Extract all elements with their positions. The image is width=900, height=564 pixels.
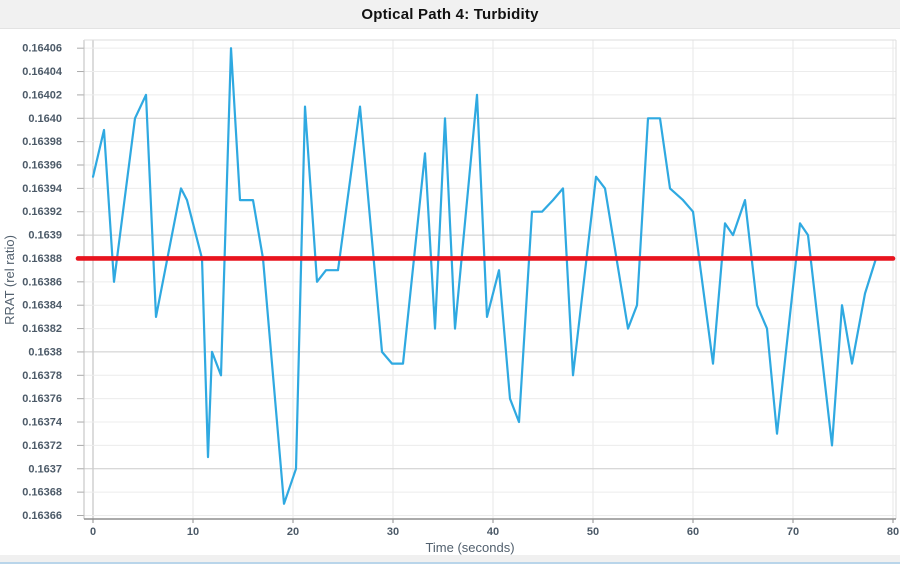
y-tick-label: 0.16372 (22, 440, 62, 452)
y-tick-label: 0.16384 (22, 300, 63, 312)
footer-accent-line (0, 562, 900, 564)
y-tick-label: 0.16374 (22, 417, 63, 429)
y-tick-label: 0.16404 (22, 66, 63, 78)
chart-title: Optical Path 4: Turbidity (361, 5, 539, 23)
y-tick-label: 0.16406 (22, 43, 62, 55)
x-tick-label: 30 (387, 526, 399, 538)
x-tick-label: 40 (487, 526, 499, 538)
x-tick-label: 0 (90, 526, 96, 538)
y-tick-label: 0.16394 (22, 183, 63, 195)
x-tick-label: 70 (787, 526, 799, 538)
x-axis-title: Time (seconds) (425, 540, 514, 555)
y-tick-label: 0.1639 (28, 230, 62, 242)
y-tick-label: 0.16388 (22, 253, 62, 265)
gridlines (84, 40, 896, 519)
turbidity-series-line (91, 47, 878, 505)
y-tick-label: 0.16368 (22, 487, 62, 499)
y-tick-label: 0.16398 (22, 136, 62, 148)
y-tick-label: 0.16392 (22, 206, 62, 218)
y-tick-label: 0.16376 (22, 393, 62, 405)
footer-strip (0, 555, 900, 562)
y-tick-label: 0.16378 (22, 370, 62, 382)
x-tick-label: 10 (187, 526, 199, 538)
y-tick-label: 0.16382 (22, 323, 62, 335)
x-tick-label: 60 (687, 526, 699, 538)
y-tick-label: 0.16366 (22, 510, 62, 522)
y-axis-title: RRAT (rel ratio) (2, 235, 17, 325)
tick-labels: 0 10 20 30 40 50 60 70 80 0.16406 0.16404 0.16402 0.… (22, 43, 899, 538)
y-tick-label: 0.16386 (22, 276, 62, 288)
title-bar: Optical Path 4: Turbidity (0, 0, 900, 29)
x-tick-label: 50 (587, 526, 599, 538)
y-tick-label: 0.1640 (28, 113, 62, 125)
y-tick-label: 0.16402 (22, 89, 62, 101)
y-tick-label: 0.1638 (28, 346, 62, 358)
x-tick-label: 80 (887, 526, 899, 538)
x-tick-label: 20 (287, 526, 299, 538)
y-tick-label: 0.1637 (28, 463, 62, 475)
y-tick-label: 0.16396 (22, 160, 62, 172)
axes (77, 39, 897, 523)
